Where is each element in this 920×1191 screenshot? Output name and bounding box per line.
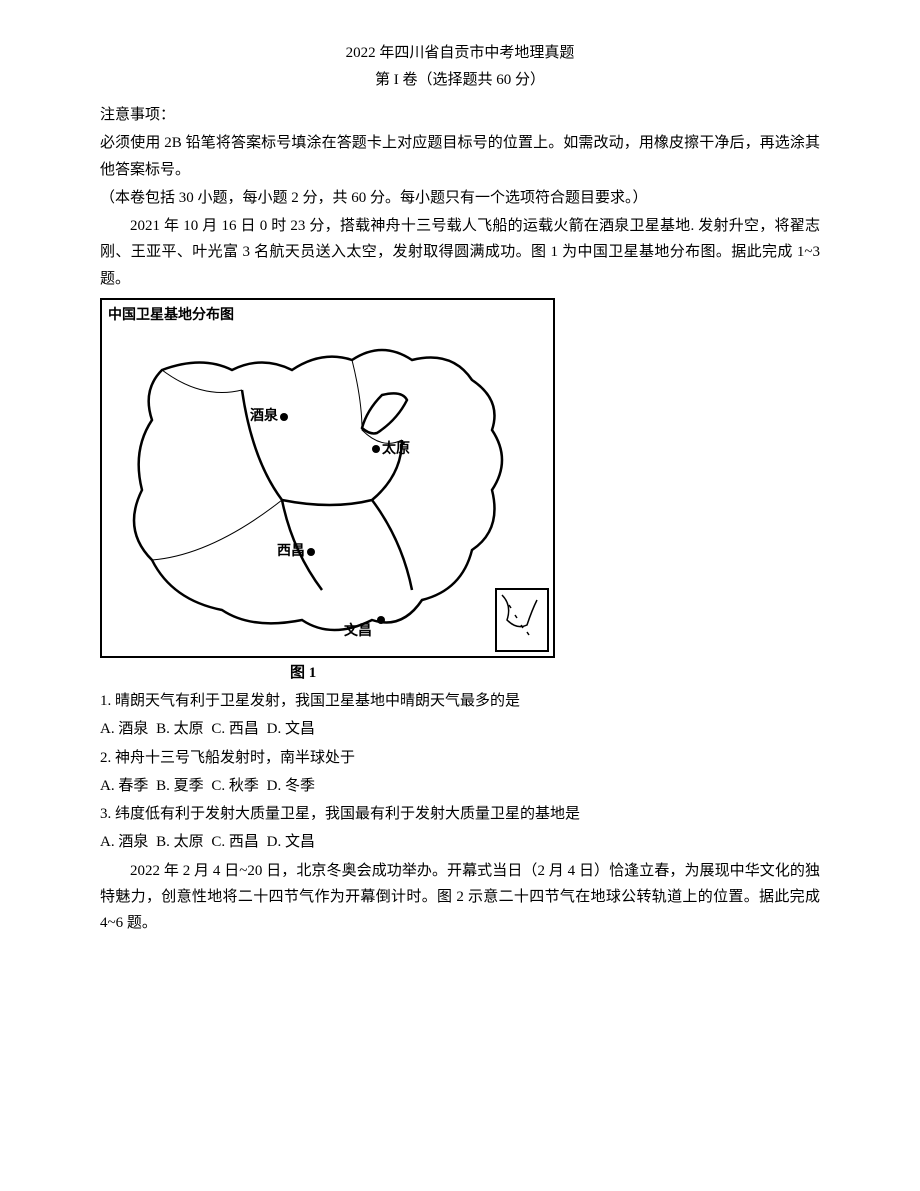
q1-options: A. 酒泉 B. 太原 C. 西昌 D. 文昌	[100, 716, 820, 742]
exam-title-2: 第 I 卷（选择题共 60 分）	[100, 67, 820, 94]
q3-options: A. 酒泉 B. 太原 C. 西昌 D. 文昌	[100, 829, 820, 855]
passage-2: 2022 年 2 月 4 日~20 日，北京冬奥会成功举办。开幕式当日（2 月 …	[100, 858, 820, 937]
xichang-label: 西昌	[277, 540, 305, 565]
q2-stem: 2. 神舟十三号飞船发射时，南半球处于	[100, 745, 820, 771]
xichang-dot	[307, 548, 315, 556]
q1-option-b: B. 太原	[156, 721, 204, 737]
q3-option-d: D. 文昌	[267, 834, 315, 850]
q3-option-a: A. 酒泉	[100, 834, 148, 850]
taiyuan-label: 太原	[382, 438, 410, 463]
q3-option-c: C. 西昌	[211, 834, 259, 850]
notice-label: 注意事项：	[100, 102, 820, 128]
q2-option-b: B. 夏季	[156, 778, 204, 794]
wenchang-label: 文昌	[344, 620, 372, 645]
q1-option-d: D. 文昌	[267, 721, 315, 737]
q3-stem: 3. 纬度低有利于发射大质量卫星，我国最有利于发射大质量卫星的基地是	[100, 801, 820, 827]
exam-title-1: 2022 年四川省自贡市中考地理真题	[100, 40, 820, 67]
notice-line-2: （本卷包括 30 小题，每小题 2 分，共 60 分。每小题只有一个选项符合题目…	[100, 185, 820, 211]
china-map-outline	[102, 300, 553, 656]
jiuquan-dot	[280, 413, 288, 421]
q1-stem: 1. 晴朗天气有利于卫星发射，我国卫星基地中晴朗天气最多的是	[100, 688, 820, 714]
map-frame: 中国卫星基地分布图 酒泉 太原 西昌 文昌	[100, 298, 555, 658]
q2-options: A. 春季 B. 夏季 C. 秋季 D. 冬季	[100, 773, 820, 799]
figure-1-container: 中国卫星基地分布图 酒泉 太原 西昌 文昌 图 1	[100, 298, 820, 686]
jiuquan-label: 酒泉	[250, 405, 278, 430]
wenchang-dot	[377, 616, 385, 624]
q2-option-d: D. 冬季	[267, 778, 315, 794]
q1-option-c: C. 西昌	[211, 721, 259, 737]
passage-1: 2021 年 10 月 16 日 0 时 23 分，搭载神舟十三号载人飞船的运载…	[100, 213, 820, 292]
q1-option-a: A. 酒泉	[100, 721, 148, 737]
q3-option-b: B. 太原	[156, 834, 204, 850]
taiyuan-dot	[372, 445, 380, 453]
notice-line-1: 必须使用 2B 铅笔将答案标号填涂在答题卡上对应题目标号的位置上。如需改动，用橡…	[100, 130, 820, 183]
q2-option-c: C. 秋季	[211, 778, 259, 794]
south-sea-inset	[495, 588, 549, 652]
q2-option-a: A. 春季	[100, 778, 148, 794]
figure-1-caption: 图 1	[290, 660, 820, 686]
